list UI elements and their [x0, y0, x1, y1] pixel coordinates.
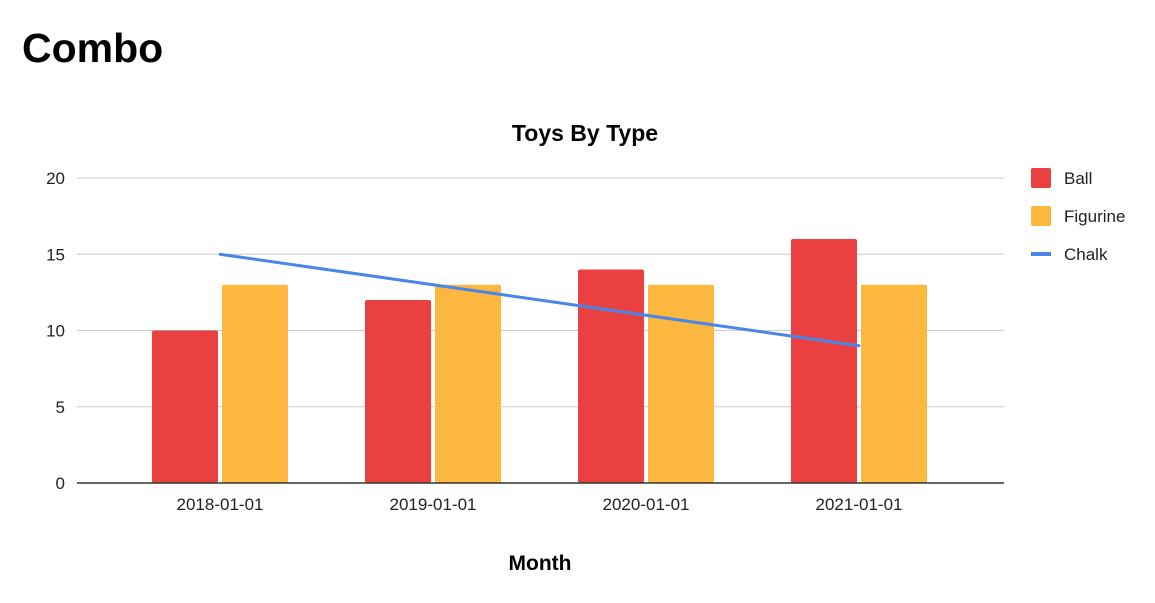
legend-item-figurine: Figurine — [1031, 206, 1125, 226]
x-axis-ticks: 2018-01-01 2019-01-01 2020-01-01 2021-01-01 — [177, 495, 903, 514]
legend-swatch — [1031, 206, 1051, 226]
y-tick-label: 10 — [46, 322, 65, 341]
legend-item-chalk: Chalk — [1031, 245, 1108, 264]
bar-figurine — [648, 284, 714, 483]
x-axis-title: Month — [509, 552, 572, 575]
x-tick-label: 2018-01-01 — [177, 495, 264, 514]
y-tick-label: 15 — [46, 245, 65, 264]
x-tick-label: 2020-01-01 — [603, 495, 690, 514]
legend-label: Ball — [1064, 169, 1092, 188]
y-axis-ticks: 0 5 10 15 20 — [46, 169, 65, 493]
page-title: Combo — [22, 25, 164, 71]
legend-label: Chalk — [1064, 245, 1108, 264]
legend-swatch — [1031, 252, 1051, 256]
legend-label: Figurine — [1064, 207, 1125, 226]
bar-figurine — [222, 284, 288, 483]
y-tick-label: 0 — [56, 474, 65, 493]
x-tick-label: 2019-01-01 — [390, 495, 477, 514]
bar-ball — [578, 269, 644, 483]
y-tick-label: 20 — [46, 169, 65, 188]
y-tick-label: 5 — [56, 398, 65, 417]
bar-figurine — [861, 284, 927, 483]
legend-item-ball: Ball — [1031, 168, 1092, 188]
x-tick-label: 2021-01-01 — [816, 495, 903, 514]
bar-figurine — [435, 284, 501, 483]
legend-swatch — [1031, 168, 1051, 188]
bar-ball — [791, 239, 857, 483]
legend: Ball Figurine Chalk — [1031, 168, 1125, 264]
chart-title: Toys By Type — [512, 120, 658, 146]
bar-ball — [152, 330, 218, 483]
bars — [152, 239, 927, 483]
line-series — [218, 252, 861, 348]
line-chalk — [218, 252, 861, 348]
bar-ball — [365, 300, 431, 483]
